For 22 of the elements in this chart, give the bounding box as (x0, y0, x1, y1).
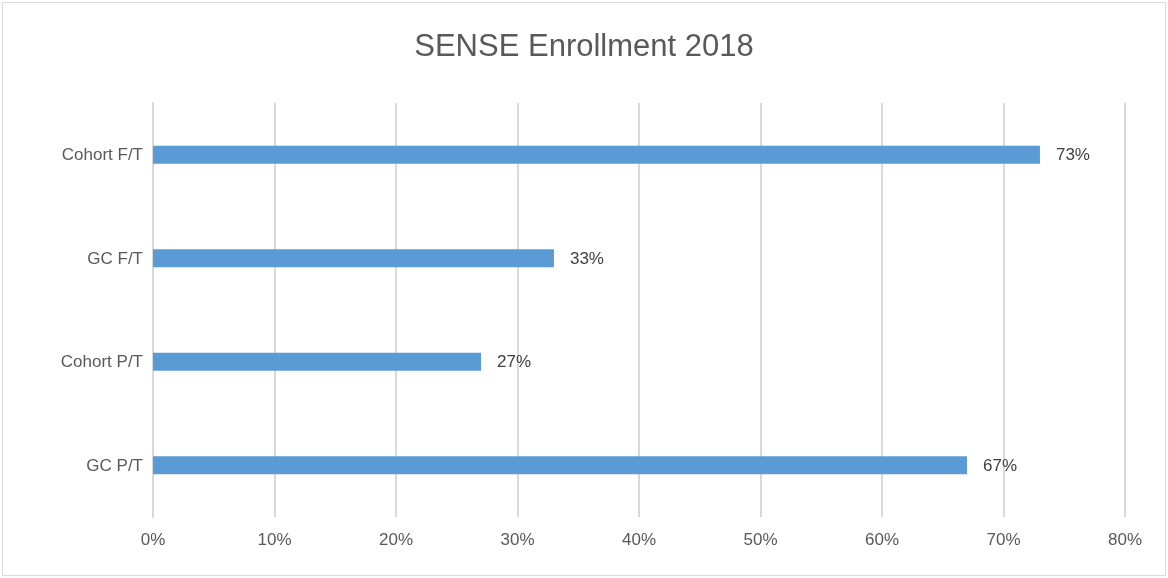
bar (153, 456, 968, 475)
x-tick-label: 50% (743, 530, 778, 549)
data-label: 73% (1055, 145, 1090, 165)
x-tick-label: 70% (986, 530, 1021, 549)
x-tick-label: 10% (257, 530, 292, 549)
bar (153, 145, 1040, 164)
data-label: 33% (569, 248, 604, 268)
x-tick-label: 80% (1107, 530, 1143, 549)
bar (153, 249, 554, 268)
bar (153, 352, 482, 371)
data-label: 27% (497, 352, 532, 372)
x-tick-label: 20% (378, 530, 414, 549)
x-tick-label: 40% (621, 530, 657, 549)
y-tick-label: Cohort P/T (60, 352, 143, 372)
chart-title: SENSE Enrollment 2018 (414, 28, 754, 63)
data-label: 67% (983, 455, 1018, 475)
y-tick-label: GC P/T (86, 455, 143, 475)
x-tick-label: 0% (140, 530, 166, 549)
x-tick-label: 60% (864, 530, 900, 549)
y-tick-label: Cohort F/T (61, 145, 143, 165)
x-tick-label: 30% (500, 530, 535, 549)
y-tick-label: GC F/T (87, 248, 143, 268)
